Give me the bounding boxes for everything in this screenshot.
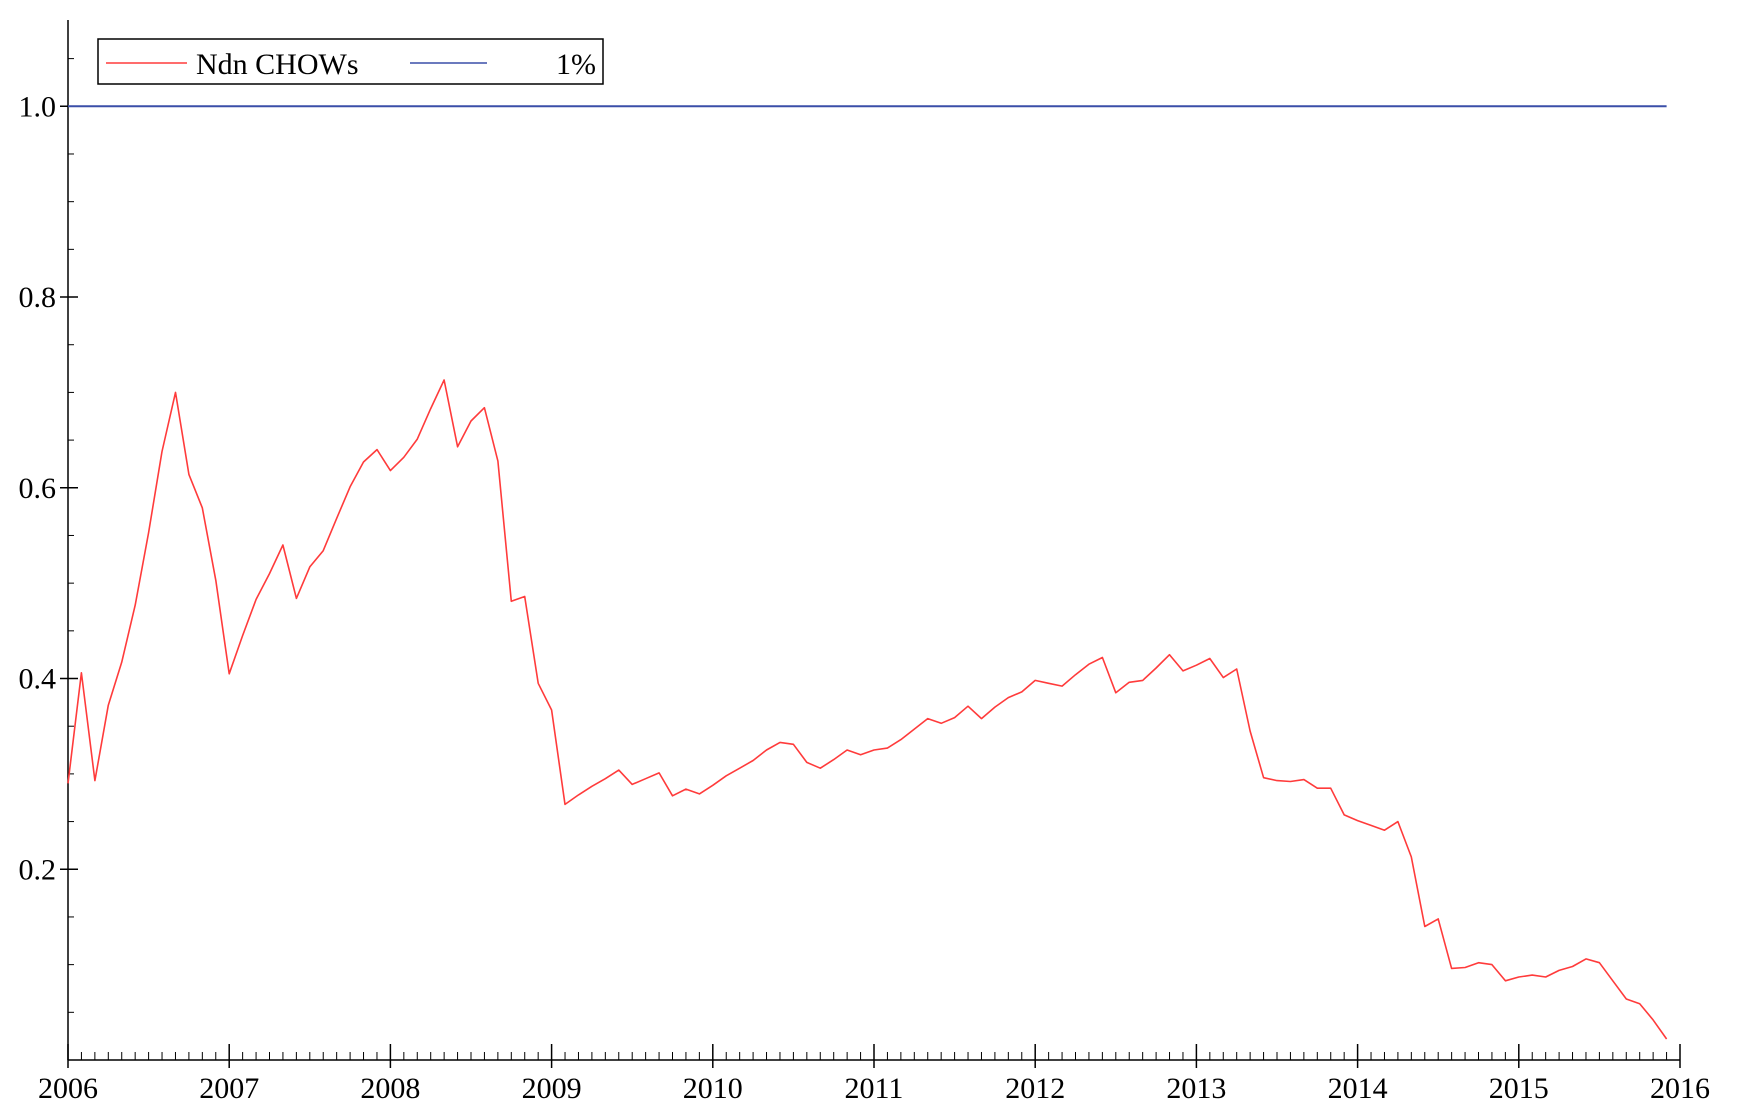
x-tick-label: 2014 — [1328, 1072, 1388, 1105]
x-tick-label: 2013 — [1166, 1072, 1226, 1105]
y-tick-label: 0.8 — [19, 281, 57, 314]
x-tick-label: 2010 — [683, 1072, 743, 1105]
x-tick-label: 2011 — [845, 1072, 904, 1105]
legend-label-critical-1pct: 1% — [556, 48, 596, 81]
x-axis: 2006 2007 2008 2009 2010 2011 2012 2013 2014 2015… — [38, 1044, 1710, 1105]
x-tick-label: 2008 — [360, 1072, 420, 1105]
legend: Ndn CHOWs 1% — [97, 38, 604, 85]
y-tick-label: 0.2 — [19, 853, 57, 886]
x-tick-label: 2012 — [1005, 1072, 1065, 1105]
legend-label-ndn-chows: Ndn CHOWs — [196, 48, 359, 81]
y-tick-label: 1.0 — [19, 90, 57, 123]
x-tick-label: 2006 — [38, 1072, 98, 1105]
series-line-ndn-chows — [67, 379, 1668, 1040]
x-tick-label: 2015 — [1489, 1072, 1549, 1105]
legend-box — [97, 38, 604, 85]
y-tick-label: 0.6 — [19, 472, 57, 505]
x-tick-label: 2007 — [199, 1072, 259, 1105]
x-tick-label: 2016 — [1650, 1072, 1710, 1105]
series-layer — [67, 105, 1668, 1040]
y-tick-label: 0.4 — [19, 663, 57, 696]
x-tick-label: 2009 — [522, 1072, 582, 1105]
